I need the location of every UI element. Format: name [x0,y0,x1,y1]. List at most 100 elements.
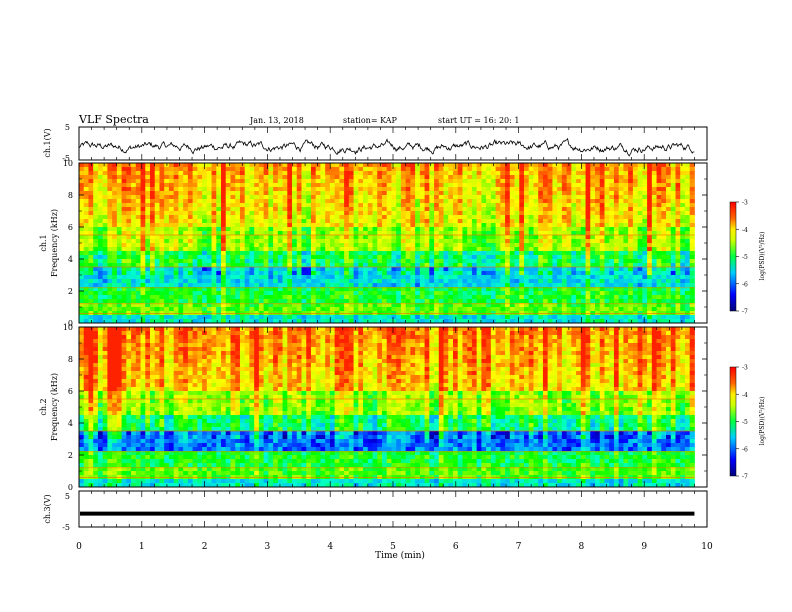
spectrogram-cell [557,283,562,287]
spectrogram-cell [230,175,235,179]
spectrogram-cell [410,315,415,319]
spectrogram-cell [491,171,496,175]
spectrogram-cell [98,247,103,251]
spectrogram-cell [652,167,657,171]
spectrogram-cell [202,199,207,203]
spectrogram-cell [221,259,226,263]
spectrogram-cell [164,179,169,183]
spectrogram-cell [183,211,188,215]
spectrogram-cell [529,187,534,191]
spectrogram-cell [444,163,449,167]
spectrogram-cell [434,299,439,303]
spectrogram-cell [586,275,591,279]
spectrogram-cell [519,227,524,231]
spectrogram-cell [155,179,160,183]
spectrogram-cell [387,295,392,299]
spectrogram-cell [391,171,396,175]
spectrogram-cell [425,223,430,227]
spectrogram-cell [183,235,188,239]
spectrogram-cell [292,223,297,227]
spectrogram-cell [126,191,131,195]
spectrogram-cell [439,307,444,311]
spectrogram-cell [519,167,524,171]
spectrogram-cell [363,179,368,183]
spectrogram-cell [652,211,657,215]
spectrogram-cell [245,207,250,211]
spectrogram-cell [382,283,387,287]
spectrogram-cell [600,271,605,275]
spectrogram-cell [581,223,586,227]
spectrogram-cell [117,279,122,283]
spectrogram-cell [264,267,269,271]
spectrogram-cell [496,271,501,275]
spectrogram-cell [287,307,292,311]
spectrogram-cell [576,271,581,275]
spectrogram-cell [481,247,486,251]
spectrogram-cell [330,223,335,227]
spectrogram-cell [311,295,316,299]
spectrogram-cell [103,199,108,203]
spectrogram-cell [391,163,396,167]
spectrogram-cell [500,243,505,247]
spectrogram-cell [235,199,240,203]
spectrogram-cell [302,191,307,195]
spectrogram-cell [581,183,586,187]
spectrogram-cell [486,211,491,215]
spectrogram-cell [642,315,647,319]
spectrogram-cell [197,283,202,287]
spectrogram-cell [235,247,240,251]
spectrogram-cell [103,247,108,251]
spectrogram-cell [254,219,259,223]
spectrogram-cell [216,275,221,279]
spectrogram-cell [93,219,98,223]
spectrogram-cell [335,171,340,175]
spectrogram-cell [604,203,609,207]
spectrogram-cell [141,235,146,239]
spectrogram-cell [486,203,491,207]
spectrogram-cell [462,239,467,243]
spectrogram-cell [235,211,240,215]
spectrogram-cell [207,195,212,199]
spectrogram-cell [339,195,344,199]
spectrogram-cell [377,307,382,311]
spectrogram-cell [434,251,439,255]
spectrogram-cell [264,195,269,199]
spectrogram-cell [439,187,444,191]
spectrogram-cell [425,275,430,279]
spectrogram-cell [174,163,179,167]
spectrogram-cell [595,215,600,219]
spectrogram-cell [562,247,567,251]
spectrogram-cell [581,239,586,243]
spectrogram-cell [273,267,278,271]
spectrogram-cell [302,279,307,283]
spectrogram-cell [401,291,406,295]
spectrogram-cell [354,191,359,195]
spectrogram-cell [420,207,425,211]
spectrogram-cell [155,315,160,319]
spectrogram-cell [131,235,136,239]
spectrogram-cell [131,315,136,319]
spectrogram-cell [576,235,581,239]
spectrogram-cell [486,271,491,275]
spectrogram-cell [396,267,401,271]
spectrogram-cell [548,315,553,319]
spectrogram-cell [283,235,288,239]
spectrogram-cell [268,211,273,215]
spectrogram-cell [595,255,600,259]
spectrogram-cell [320,171,325,175]
spectrogram-cell [155,255,160,259]
spectrogram-cell [377,207,382,211]
spectrogram-cell [245,227,250,231]
spectrogram-cell [164,299,169,303]
spectrogram-cell [197,307,202,311]
spectrogram-cell [302,219,307,223]
spectrogram-cell [486,163,491,167]
spectrogram-cell [396,291,401,295]
spectrogram-cell [467,255,472,259]
spectrogram-cell [325,247,330,251]
spectrogram-cell [515,295,520,299]
spectrogram-cell [93,163,98,167]
spectrogram-cell [614,171,619,175]
spectrogram-cell [159,295,164,299]
spectrogram-cell [268,223,273,227]
